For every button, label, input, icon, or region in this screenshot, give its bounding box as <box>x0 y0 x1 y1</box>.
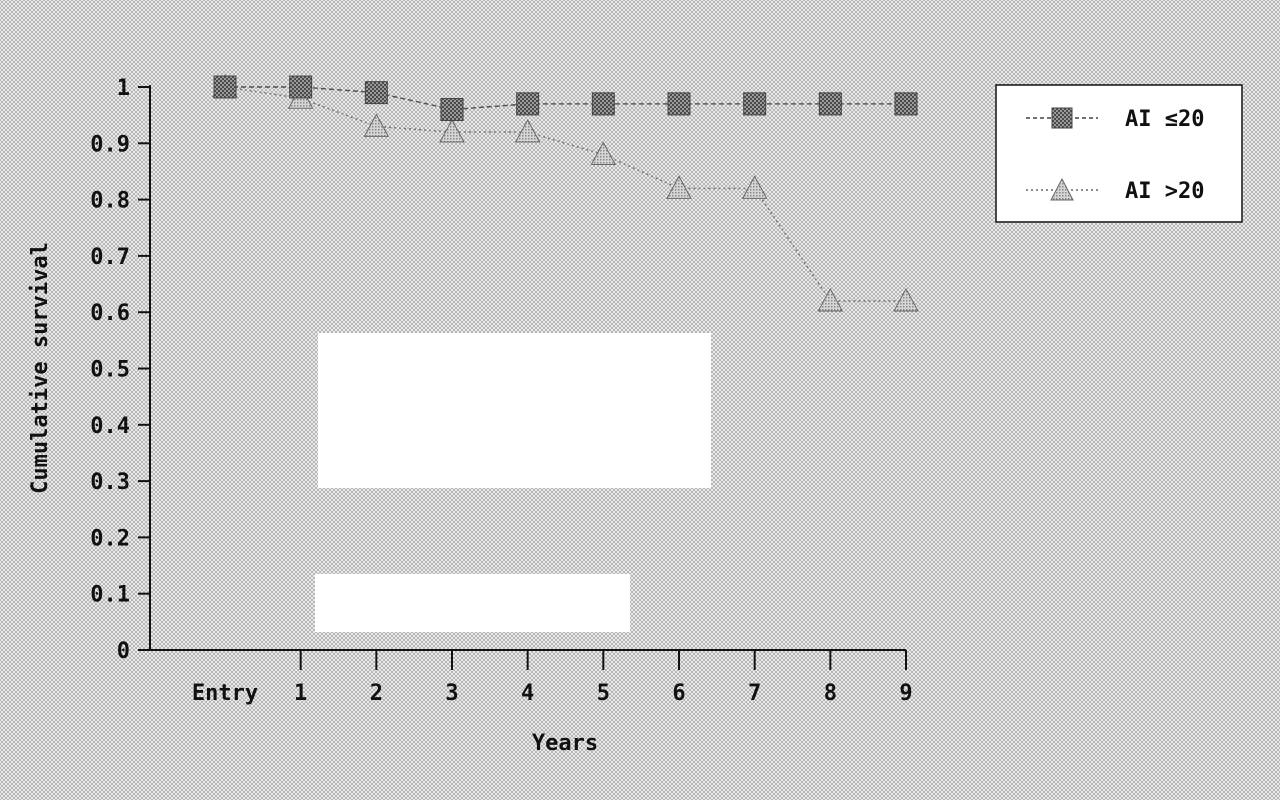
x-axis-title: Years <box>532 731 598 756</box>
data-point-square <box>213 75 237 99</box>
y-tick-label: 0.2 <box>90 526 130 551</box>
x-tick-label: 6 <box>672 681 685 706</box>
x-tick-label: Entry <box>192 681 258 706</box>
x-tick-label: 3 <box>445 681 458 706</box>
data-point-square <box>364 81 388 105</box>
data-point-square <box>440 98 464 122</box>
x-tick-label: 8 <box>824 681 837 706</box>
y-tick-label: 0.9 <box>90 132 130 157</box>
y-axis-ticks: 0 0.1 0.2 0.3 0.4 0.5 0.6 0.7 0.8 0.9 1 <box>90 76 150 664</box>
data-point-triangle <box>514 118 541 143</box>
data-point-triangle <box>439 118 465 143</box>
legend: AI ≤20 AI >20 <box>995 84 1243 223</box>
data-point-triangle <box>893 287 919 312</box>
series-line-2 <box>224 86 906 302</box>
y-tick-label: 0.4 <box>90 414 130 439</box>
y-tick-label: 0.3 <box>90 470 130 495</box>
data-point-square <box>667 92 691 116</box>
legend-label-series-1: AI ≤20 <box>1125 107 1204 132</box>
blank-overlay-box <box>318 333 711 488</box>
data-point-square <box>289 75 313 99</box>
y-tick-label: 0.6 <box>90 301 130 326</box>
x-tick-label: 4 <box>521 681 534 706</box>
y-tick-label: 0 <box>117 639 130 664</box>
data-point-square <box>516 92 540 116</box>
data-point-triangle <box>590 141 617 166</box>
data-point-triangle <box>363 113 390 137</box>
x-tick-label: 5 <box>597 681 610 706</box>
blank-overlay-box <box>315 574 630 632</box>
series-layer <box>212 73 919 312</box>
legend-box <box>995 84 1243 223</box>
data-point-square <box>743 92 767 116</box>
x-tick-label: 7 <box>748 681 761 706</box>
data-point-square <box>818 92 842 116</box>
y-axis-title: Cumulative survival <box>28 242 53 494</box>
x-tick-label: 9 <box>899 681 912 706</box>
data-point-triangle <box>817 287 844 312</box>
y-tick-label: 0.5 <box>90 358 130 383</box>
x-axis-ticks: Entry 1 2 3 4 5 6 7 8 9 <box>192 650 913 706</box>
data-point-triangle <box>741 175 768 199</box>
y-tick-label: 0.8 <box>90 189 130 214</box>
legend-triangle-marker-icon <box>1050 177 1074 201</box>
data-point-square <box>591 92 615 116</box>
data-point-triangle <box>666 175 692 199</box>
y-tick-label: 0.7 <box>90 245 130 270</box>
x-tick-label: 1 <box>294 681 307 706</box>
legend-square-marker-icon <box>1051 107 1073 129</box>
series-line-1 <box>225 86 906 111</box>
y-tick-label: 1 <box>117 76 130 101</box>
legend-label-series-2: AI >20 <box>1125 179 1204 204</box>
y-tick-label: 0.1 <box>90 583 130 608</box>
data-point-square <box>894 92 918 116</box>
x-tick-label: 2 <box>370 681 383 706</box>
